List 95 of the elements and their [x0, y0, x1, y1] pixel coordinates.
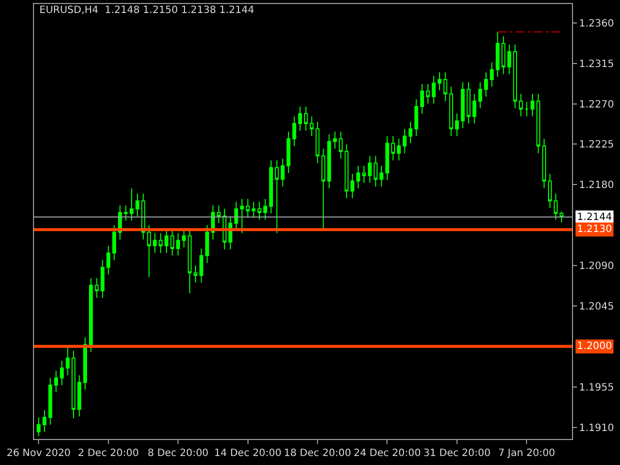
candlestick: [542, 138, 546, 189]
candlestick: [554, 193, 558, 220]
candlestick: [362, 165, 366, 184]
candlestick: [124, 204, 128, 222]
candlestick: [176, 232, 180, 256]
candlestick: [194, 265, 198, 284]
candlestick: [560, 211, 564, 223]
candlestick: [391, 136, 395, 161]
candlestick: [513, 44, 517, 109]
candlestick: [269, 160, 273, 214]
y-tick-label: 1.2225: [579, 140, 614, 151]
candlestick: [147, 224, 151, 278]
candlestick: [460, 82, 465, 129]
candlestick: [298, 106, 302, 132]
candlestick: [310, 116, 314, 137]
x-tick-label: 26 Nov 2020: [6, 448, 71, 459]
candlestick: [100, 260, 104, 298]
candlestick: [408, 121, 412, 144]
candlestick: [385, 136, 390, 181]
y-tick-label: 1.2045: [579, 301, 614, 312]
x-tick-label: 7 Jan 20:00: [498, 448, 556, 459]
candlestick: [438, 72, 442, 91]
candlestick: [263, 198, 268, 220]
x-tick-label: 31 Dec 20:00: [423, 448, 491, 459]
candlestick: [414, 98, 418, 137]
candlestick: [112, 224, 116, 261]
candlestick: [432, 75, 436, 104]
candlestick: [518, 93, 523, 117]
candlestick: [106, 245, 110, 276]
y-tick-label: 1.1910: [579, 422, 614, 434]
candlestick: [246, 198, 250, 218]
candlestick: [130, 188, 134, 222]
candlestick: [304, 106, 308, 132]
candlestick: [77, 374, 82, 418]
candlestick: [164, 228, 168, 254]
candlestick: [530, 93, 534, 117]
candlestick: [455, 113, 459, 137]
y-tick-label: 1.2090: [579, 261, 614, 272]
candlestick: [234, 201, 238, 231]
candlestick: [216, 204, 221, 224]
candlestick: [350, 173, 354, 199]
x-tick-label: 24 Dec 20:00: [354, 448, 421, 459]
candlestick: [258, 201, 262, 220]
x-tick-label: 18 Dec 20:00: [284, 448, 352, 459]
y-tick-label: 1.2360: [579, 18, 614, 30]
candlestick: [396, 138, 401, 161]
candlestick: [170, 228, 174, 256]
candlestick: [548, 173, 552, 209]
candlestick: [292, 116, 296, 146]
candlestick: [536, 93, 540, 154]
candlestick: [502, 36, 506, 75]
candlestick: [344, 144, 348, 199]
candlestick: [472, 93, 476, 124]
candlestick: [466, 82, 471, 124]
candlestick: [402, 128, 407, 154]
candlestick: [286, 131, 290, 174]
candlestick: [374, 155, 378, 187]
candlestick: [42, 410, 46, 432]
ref-line-label: 1.2000: [577, 341, 612, 352]
candlestick: [484, 72, 488, 98]
y-tick-label: 1.1955: [579, 382, 614, 394]
candlestick: [420, 83, 424, 114]
chart-title: EURUSD,H4 1.2148 1.2150 1.2138 1.2144: [39, 5, 254, 16]
candlestick: [524, 101, 529, 117]
candlestick: [380, 165, 384, 187]
candlestick: [507, 44, 512, 75]
y-tick-label: 1.2270: [579, 99, 614, 110]
candlestick: [316, 121, 320, 164]
candlestick: [72, 350, 76, 419]
candlestick: [240, 198, 244, 234]
candlestick: [368, 155, 372, 184]
candlestick: [426, 83, 430, 104]
candlestick: [60, 360, 64, 386]
y-tick-label: 1.2180: [579, 180, 614, 192]
ref-line-label: 1.2130: [577, 224, 612, 235]
candlestick: [54, 370, 58, 393]
x-tick-label: 2 Dec 20:00: [78, 448, 139, 459]
candlestick: [356, 165, 360, 189]
candlestick: [66, 346, 70, 376]
candlestick: [36, 416, 41, 437]
candlestick: [135, 193, 140, 217]
candlestick: [333, 131, 337, 150]
candlestick: [182, 228, 186, 248]
candlestick: [83, 336, 88, 390]
candlestick: [478, 82, 482, 109]
ref-line-label: 1.2144: [577, 212, 612, 223]
candlestick: [48, 377, 52, 426]
candlestick: [188, 228, 192, 294]
candlestick: [252, 201, 256, 218]
x-tick-label: 14 Dec 20:00: [214, 448, 282, 459]
x-tick-label: 8 Dec 20:00: [148, 448, 209, 459]
candlestick: [94, 278, 99, 298]
candlestick: [89, 278, 93, 352]
y-tick-label: 1.2315: [579, 58, 614, 70]
candlestick: [338, 131, 343, 160]
